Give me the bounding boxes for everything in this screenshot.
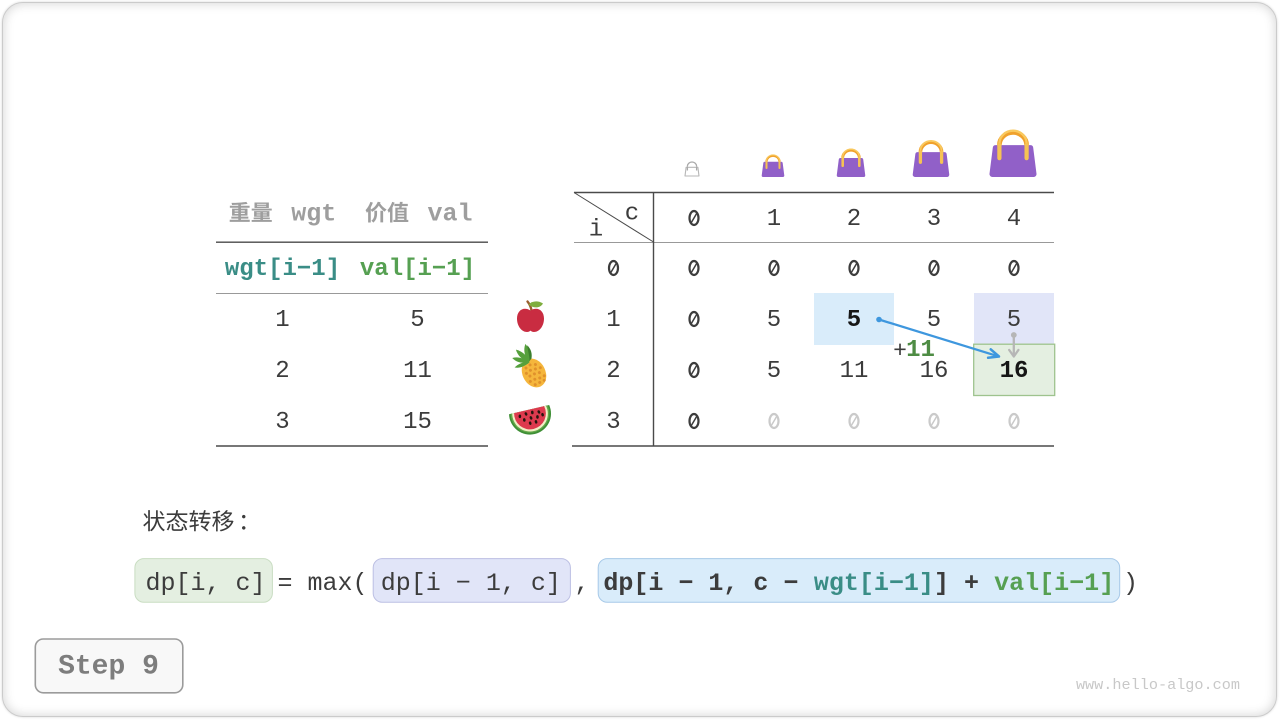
- svg-text:dp[i, c]: dp[i, c]: [146, 569, 266, 598]
- svg-text:5: 5: [767, 307, 781, 334]
- svg-text:3: 3: [275, 409, 289, 436]
- svg-text:val[i−1]: val[i−1]: [360, 256, 475, 283]
- svg-text:3: 3: [606, 409, 620, 436]
- svg-text:i: i: [589, 217, 603, 244]
- svg-text:wgt: wgt: [291, 200, 336, 229]
- svg-text:c: c: [625, 201, 639, 228]
- svg-text:5: 5: [1007, 307, 1021, 334]
- svg-text:www.hello-algo.com: www.hello-algo.com: [1076, 676, 1240, 694]
- svg-text:1: 1: [275, 307, 289, 334]
- svg-text:dp[i − 1, c −: dp[i − 1, c −: [603, 569, 798, 598]
- svg-text:= max(: = max(: [278, 569, 368, 598]
- svg-text:11: 11: [840, 358, 869, 385]
- svg-text:16: 16: [920, 358, 949, 385]
- svg-text:4: 4: [1007, 206, 1021, 233]
- svg-text:2: 2: [606, 358, 620, 385]
- svg-text:Step 9: Step 9: [58, 652, 159, 683]
- svg-text:5: 5: [767, 358, 781, 385]
- svg-text:16: 16: [1000, 358, 1029, 385]
- svg-text:wgt[i−1]: wgt[i−1]: [814, 569, 934, 598]
- svg-text:] +: ] +: [934, 569, 979, 598]
- svg-text:3: 3: [927, 206, 941, 233]
- svg-text:2: 2: [847, 206, 861, 233]
- svg-text:5: 5: [410, 307, 424, 334]
- svg-text:5: 5: [847, 307, 861, 334]
- svg-text:1: 1: [606, 307, 620, 334]
- svg-text:,: ,: [575, 569, 590, 598]
- svg-text:11: 11: [403, 358, 432, 385]
- svg-text:2: 2: [275, 358, 289, 385]
- svg-text:dp[i − 1, c]: dp[i − 1, c]: [381, 569, 561, 598]
- svg-text:5: 5: [927, 307, 941, 334]
- svg-text:): ): [1123, 569, 1138, 598]
- svg-text:+: +: [893, 338, 907, 364]
- svg-text:11: 11: [906, 337, 935, 364]
- svg-text:wgt[i−1]: wgt[i−1]: [225, 256, 340, 283]
- svg-text:val[i−1]: val[i−1]: [994, 569, 1114, 598]
- svg-text:15: 15: [403, 409, 432, 436]
- svg-text:1: 1: [767, 206, 781, 233]
- svg-text:val: val: [428, 200, 473, 229]
